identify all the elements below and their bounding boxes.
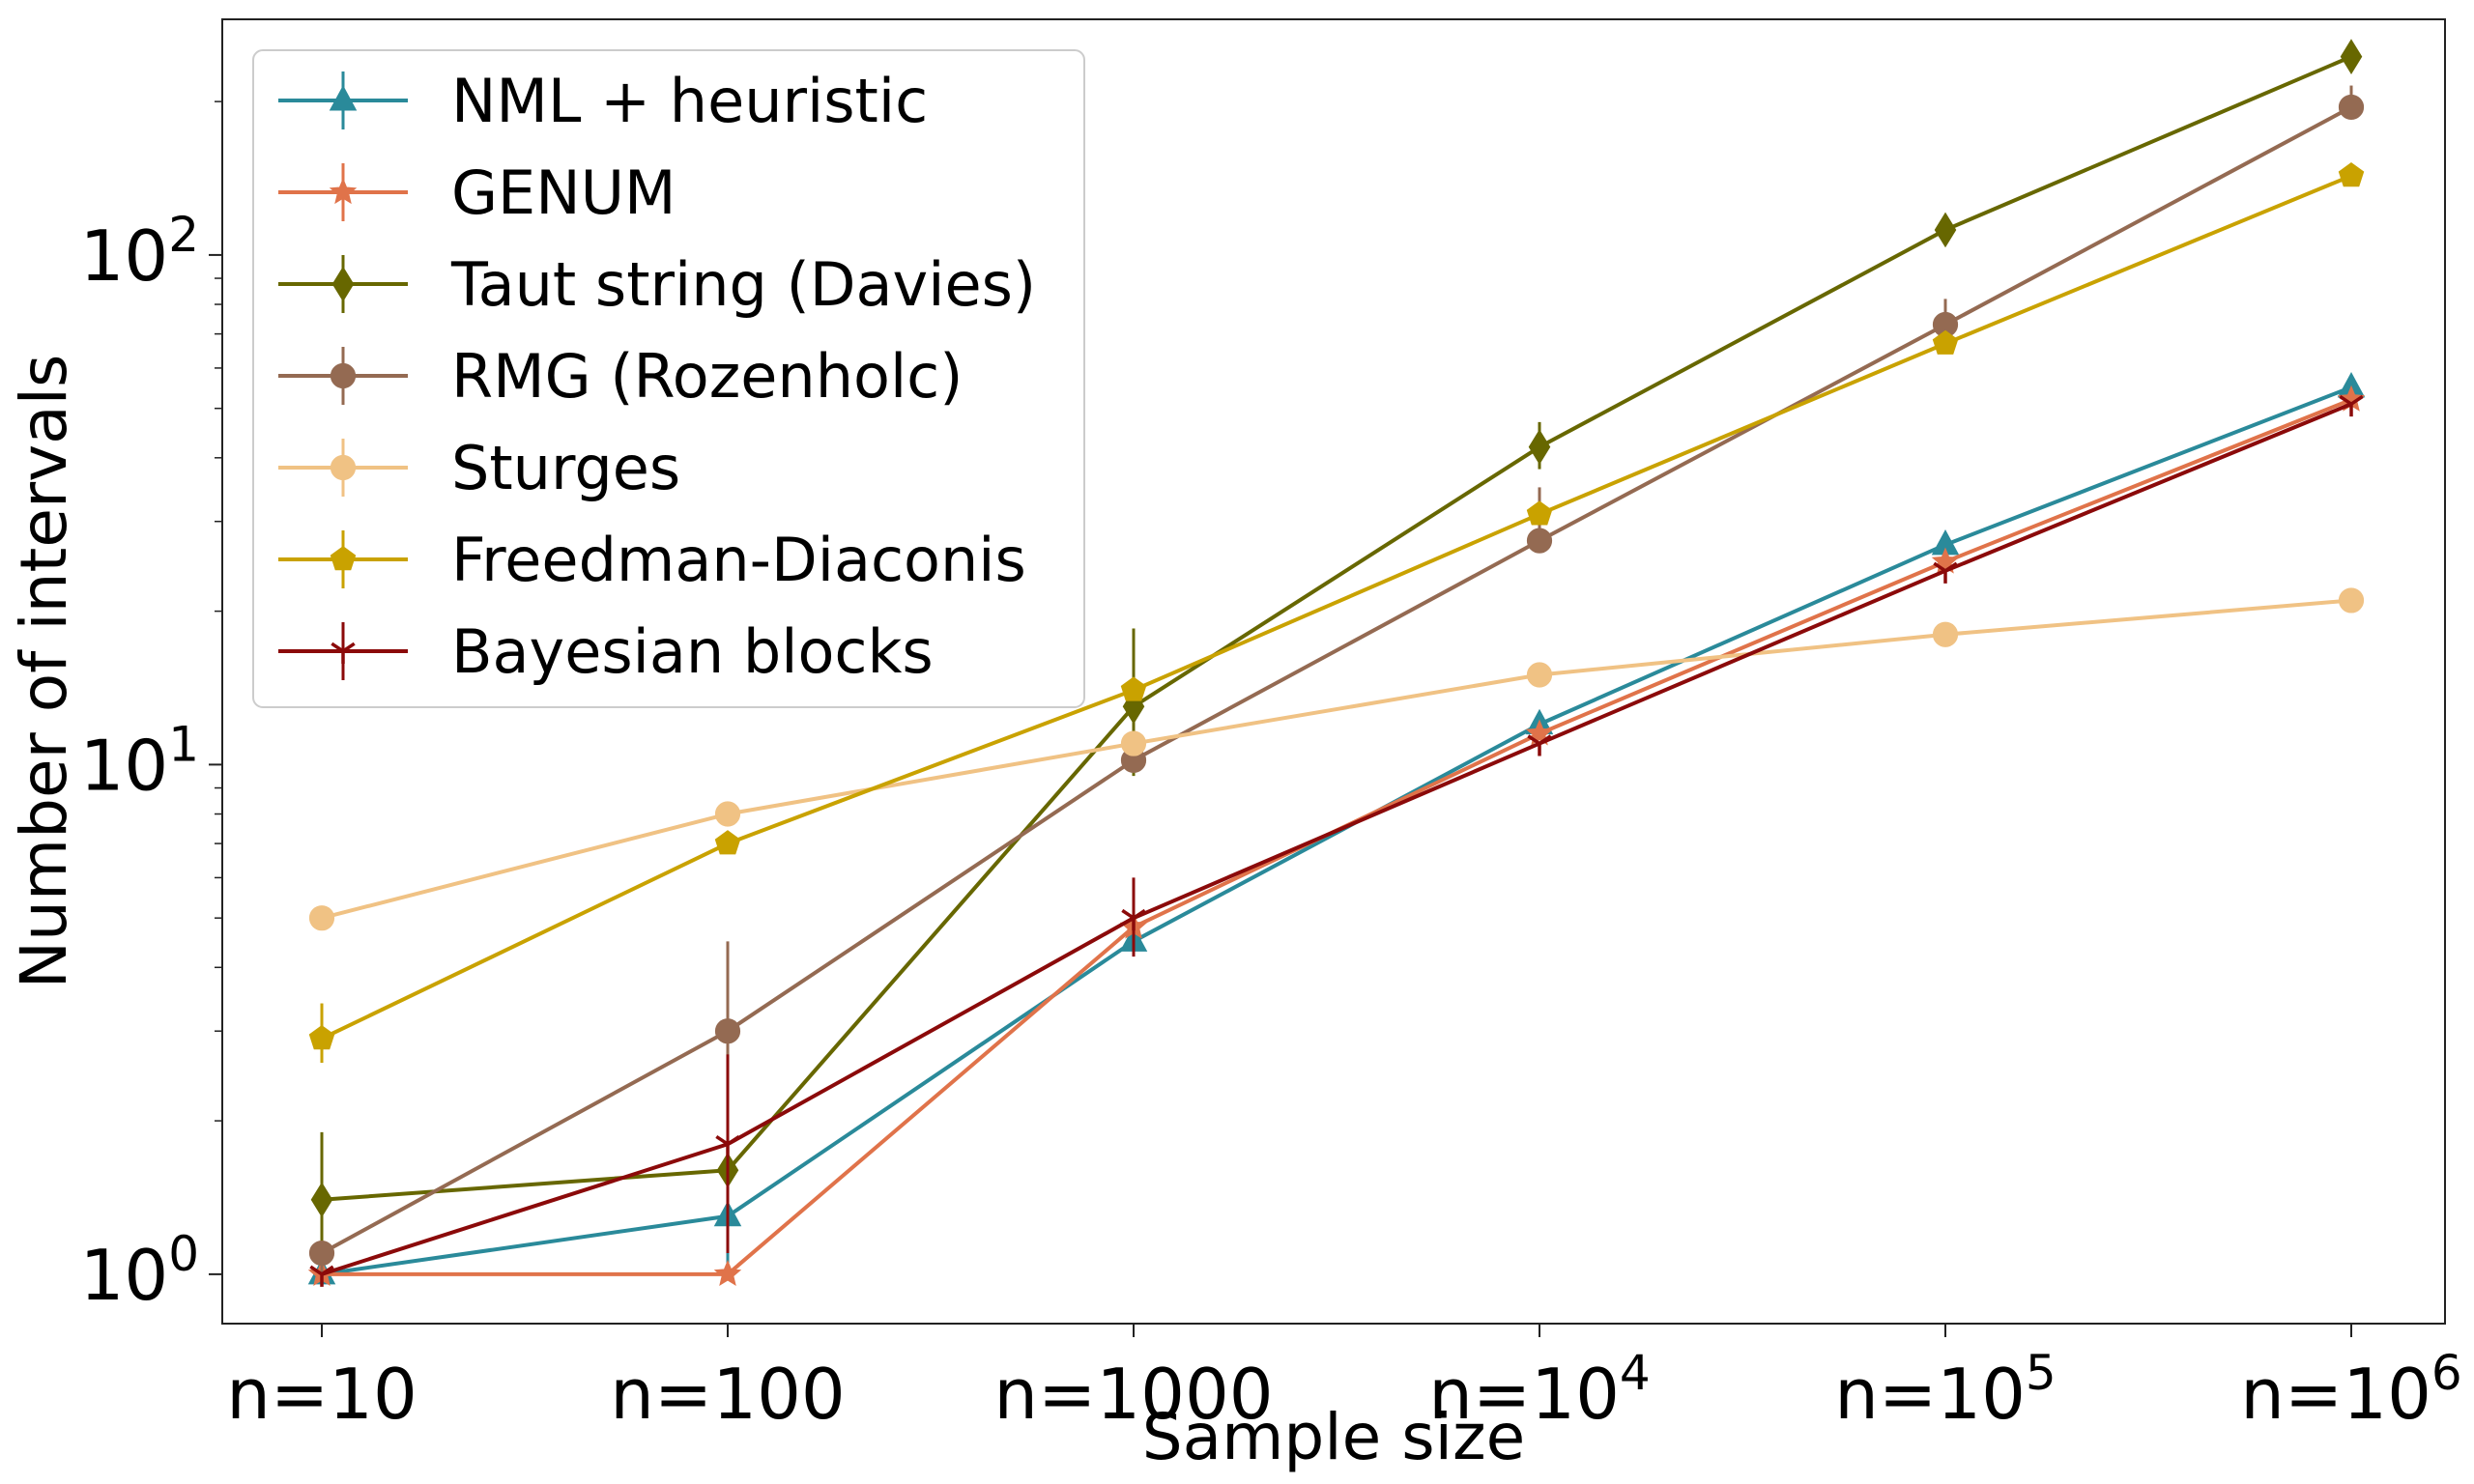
series-line [321, 598, 2352, 921]
data-point [308, 905, 335, 931]
data-point [2338, 587, 2365, 614]
series-bayesian-blocks [309, 394, 2364, 1287]
y-tick-label: 102 [80, 207, 199, 297]
series-line [321, 174, 2352, 1041]
series-layer [307, 39, 2366, 1287]
series-rmg-rozenholc [308, 85, 2365, 1274]
legend-marker [330, 362, 357, 389]
x-axis-title: Sample size [1142, 1400, 1525, 1474]
data-point [1526, 500, 1553, 526]
series-sturges [308, 587, 2365, 931]
data-point [2338, 162, 2365, 187]
x-tick-label: n=104 [1428, 1345, 1650, 1435]
y-tick-label: 101 [80, 716, 199, 806]
legend-marker [330, 454, 357, 481]
x-axis: n=10 n=100 n=1000 n=104 n=105 n=106 [226, 1324, 2462, 1435]
legend-box [252, 49, 1085, 708]
legend-label: Freedman-Diaconis [451, 525, 1026, 595]
series-line [321, 54, 2352, 1202]
data-point [309, 1265, 334, 1287]
data-point [713, 1259, 742, 1286]
data-point [714, 830, 741, 855]
legend-entry: Sturges [278, 433, 680, 503]
data-point [1120, 730, 1147, 756]
data-point [1932, 621, 1959, 647]
data-point [1528, 429, 1551, 465]
data-point [2340, 39, 2363, 74]
legend-label: NML + heuristic [451, 66, 928, 136]
data-point [2339, 394, 2364, 417]
data-point [2338, 94, 2365, 121]
legend-marker [329, 85, 358, 111]
y-axis: 100 101 102 [80, 100, 222, 1316]
series-freedman-diaconis [308, 162, 2365, 1063]
legend-label: Bayesian blocks [451, 616, 934, 687]
data-point [1121, 908, 1146, 931]
legend-marker [330, 546, 357, 571]
data-point [1526, 662, 1553, 688]
y-axis-title: Number of intervals [7, 355, 81, 989]
legend-marker [331, 642, 356, 664]
x-tick-label: n=1000 [993, 1354, 1273, 1435]
data-point [714, 1018, 741, 1044]
series-line [321, 105, 2352, 1255]
legend-marker [331, 266, 355, 302]
x-tick-label: n=10 [226, 1354, 417, 1435]
series-taut-string-davies [310, 39, 2363, 1274]
series-line [321, 402, 2352, 1276]
legend-marker [329, 178, 358, 205]
data-point [1120, 676, 1147, 701]
legend-label: Taut string (Davies) [450, 249, 1036, 320]
legend-entry: Freedman-Diaconis [278, 525, 1026, 595]
legend-entry: Taut string (Davies) [278, 249, 1036, 320]
data-point [715, 1134, 740, 1157]
legend: NML + heuristic GENUM Taut string (Davies)… [252, 49, 1085, 708]
x-tick-label: n=100 [610, 1354, 845, 1435]
legend-label: RMG (Rozenholc) [451, 341, 963, 412]
data-point [308, 1240, 335, 1267]
data-point [1932, 329, 1959, 355]
legend-label: Sturges [451, 433, 680, 503]
legend-label: GENUM [451, 157, 676, 228]
legend-entry: RMG (Rozenholc) [278, 341, 963, 412]
legend-entry: Bayesian blocks [278, 616, 934, 687]
data-point [1527, 734, 1552, 756]
y-tick-label: 100 [80, 1226, 199, 1316]
legend-entry: NML + heuristic [278, 66, 928, 136]
plot-area [221, 18, 2446, 1325]
legend-entry: GENUM [278, 157, 676, 228]
data-point [1526, 528, 1553, 554]
data-point [1933, 561, 1958, 584]
x-tick-label: n=105 [1834, 1345, 2056, 1435]
data-point [308, 1025, 335, 1050]
data-point [310, 1182, 333, 1218]
data-point [1934, 212, 1957, 248]
x-tick-label: n=106 [2240, 1345, 2461, 1435]
data-point [714, 801, 741, 827]
